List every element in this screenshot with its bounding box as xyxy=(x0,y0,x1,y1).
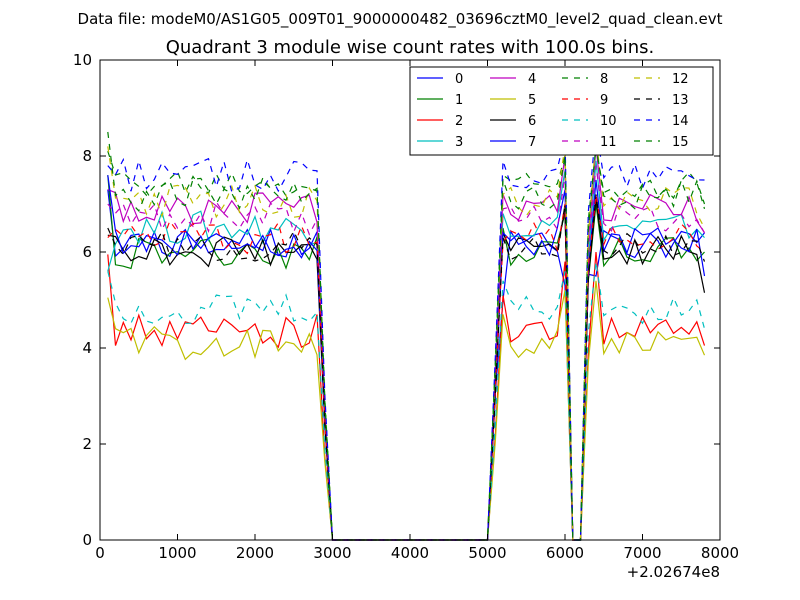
y-tick-label: 0 xyxy=(82,531,92,549)
series-line-0 xyxy=(107,189,705,541)
series-line-15 xyxy=(107,131,706,541)
x-tick-label: 4000 xyxy=(391,544,429,562)
legend-label-14: 14 xyxy=(672,114,689,129)
x-tick-label: 0 xyxy=(95,544,105,562)
y-tick-label: 8 xyxy=(82,147,92,165)
x-tick-label: 5000 xyxy=(468,544,506,562)
legend-label-13: 13 xyxy=(672,93,689,108)
legend-label-5: 5 xyxy=(528,93,536,108)
series-line-6 xyxy=(107,199,706,541)
x-tick-label: 6000 xyxy=(546,544,584,562)
legend-label-12: 12 xyxy=(672,72,689,87)
legend-label-0: 0 xyxy=(455,72,463,87)
legend-box xyxy=(409,66,714,156)
legend-label-15: 15 xyxy=(672,135,689,150)
series-line-7 xyxy=(107,175,706,541)
legend-label-3: 3 xyxy=(455,135,463,150)
legend-label-4: 4 xyxy=(528,72,536,87)
chart-title: Quadrant 3 module wise count rates with … xyxy=(166,37,655,58)
legend-label-2: 2 xyxy=(455,114,463,129)
x-tick-label: 8000 xyxy=(701,544,739,562)
y-tick-label: 4 xyxy=(82,339,92,357)
figure-suptitle: Data file: modeM0/AS1G05_009T01_90000004… xyxy=(78,10,723,29)
legend-label-1: 1 xyxy=(455,93,463,108)
legend-label-6: 6 xyxy=(528,114,536,129)
series-layer xyxy=(107,127,706,541)
series-line-4 xyxy=(107,146,706,541)
x-tick-label: 1000 xyxy=(158,544,196,562)
series-line-14 xyxy=(107,127,705,541)
legend-label-7: 7 xyxy=(528,135,536,150)
y-tick-label: 2 xyxy=(82,435,92,453)
x-tick-label: 3000 xyxy=(313,544,351,562)
legend-label-10: 10 xyxy=(600,114,617,129)
legend-label-8: 8 xyxy=(600,72,608,87)
x-tick-label: 2000 xyxy=(236,544,274,562)
x-offset-label: +2.02674e8 xyxy=(627,563,720,581)
series-line-11 xyxy=(107,165,706,541)
legend-label-9: 9 xyxy=(600,93,608,108)
series-line-12 xyxy=(107,136,706,541)
series-line-10 xyxy=(107,261,706,541)
x-axis: 0 1000 2000 3000 4000 5000 6000 7000 8000 xyxy=(95,60,739,562)
x-tick-label: 7000 xyxy=(623,544,661,562)
legend-label-11: 11 xyxy=(600,135,617,150)
y-tick-label: 6 xyxy=(82,243,92,261)
series-line-1 xyxy=(107,175,705,541)
series-line-13 xyxy=(107,194,706,541)
series-line-2 xyxy=(107,251,706,541)
series-line-8 xyxy=(107,146,706,541)
y-tick-label: 10 xyxy=(73,51,92,69)
series-line-9 xyxy=(107,194,705,541)
